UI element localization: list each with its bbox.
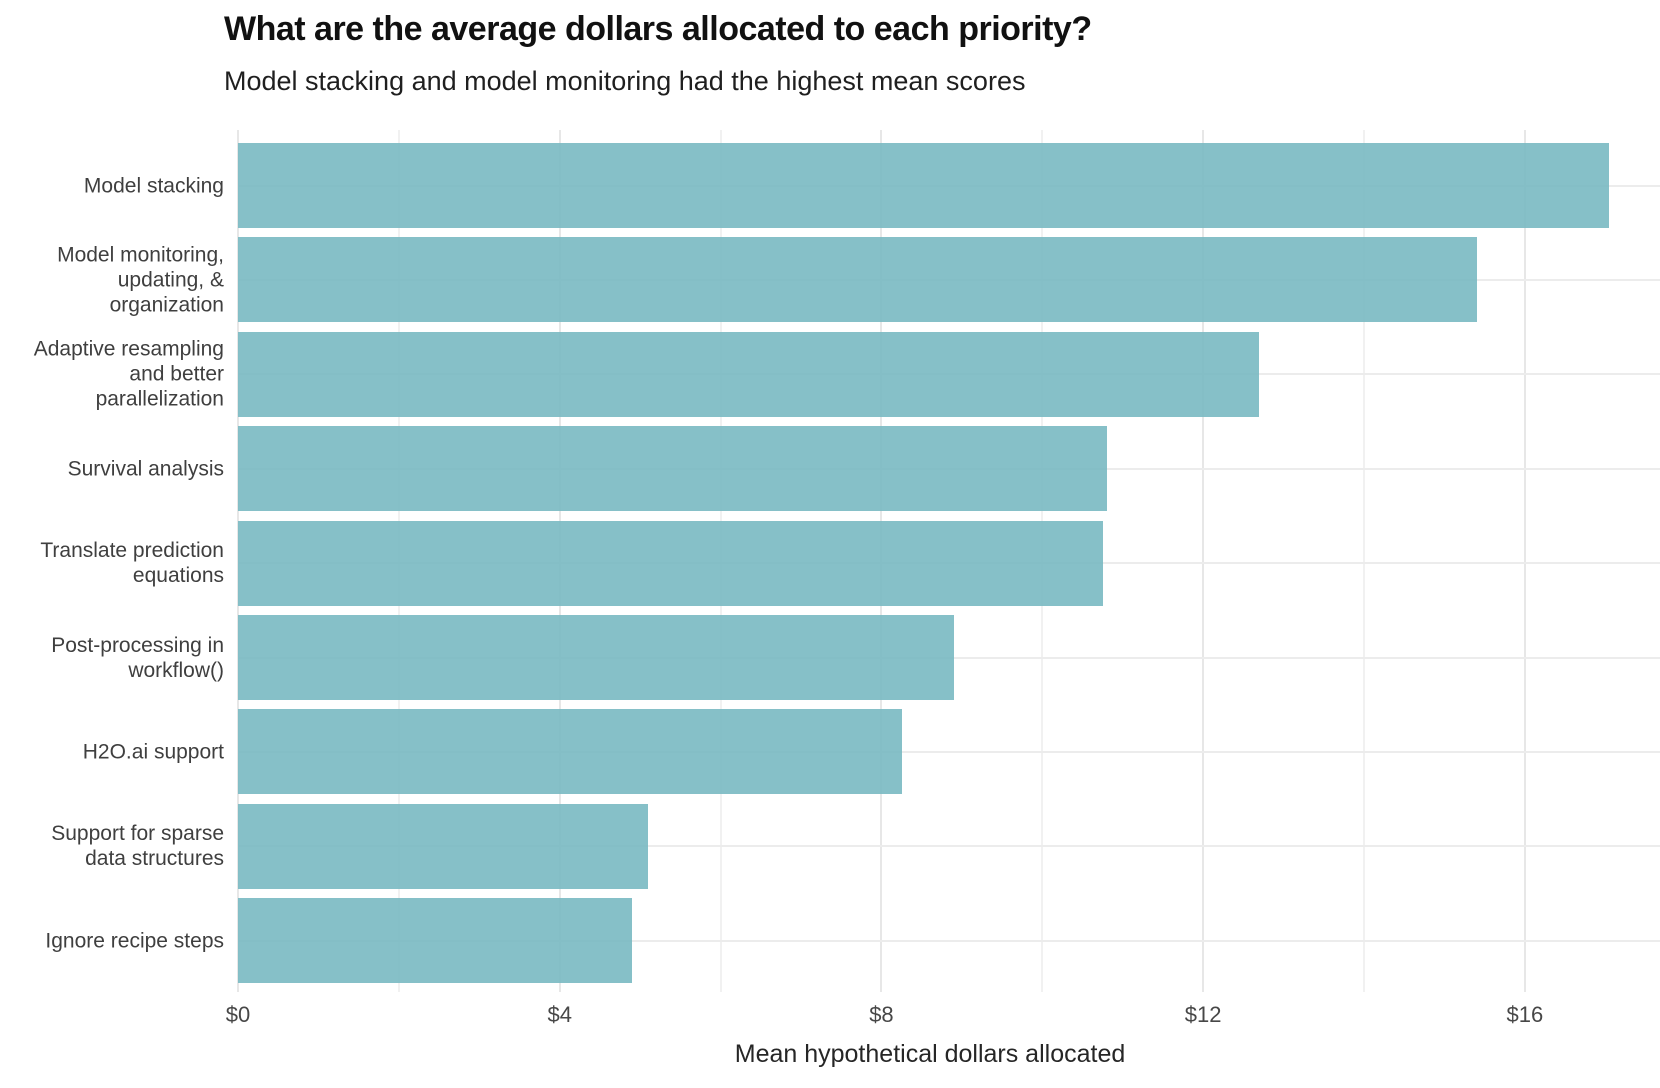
gridline-major-vertical [1202,130,1205,992]
category-label: Model stacking [83,174,224,197]
x-tick-label: $8 [869,1002,894,1027]
bar-3 [238,426,1107,512]
x-tick-label: $4 [547,1002,572,1027]
chart-title: What are the average dollars allocated t… [224,10,1092,48]
gridline-horizontal [238,939,1660,942]
bar-8 [238,898,633,984]
x-axis-title: Mean hypothetical dollars allocated [734,1040,1126,1068]
x-tick-label: $0 [225,1002,251,1027]
category-label: Adaptive resampling and better paralleli… [33,337,224,411]
category-label: Support for sparse data structures [51,822,224,871]
plot-panel [237,130,1660,992]
gridline-horizontal [238,750,1660,753]
category-label: H2O.ai support [82,740,224,764]
x-tick-label: $16 [1506,1002,1544,1027]
y-axis-labels: Model stacking Model monitoring, updating… [0,0,224,1088]
bar-0 [238,143,1610,228]
gridline-major-vertical [1523,130,1526,992]
gridline-horizontal [238,845,1660,848]
x-tick-label: $12 [1184,1002,1222,1027]
category-label: Model monitoring, updating, & organizati… [57,243,224,317]
bar-7 [238,803,649,889]
category-label: Ignore recipe steps [45,929,224,953]
bar-5 [238,615,954,700]
bar-2 [238,331,1260,417]
category-label: Post-processing in workflow() [51,633,224,682]
bar-1 [238,237,1477,323]
bar-6 [238,709,902,795]
category-label: Translate prediction equations [40,539,224,588]
gridline-minor-vertical [1363,130,1366,992]
bar-4 [238,520,1103,606]
chart-subtitle: Model stacking and model monitoring had … [224,66,1026,96]
category-label: Survival analysis [67,457,224,481]
